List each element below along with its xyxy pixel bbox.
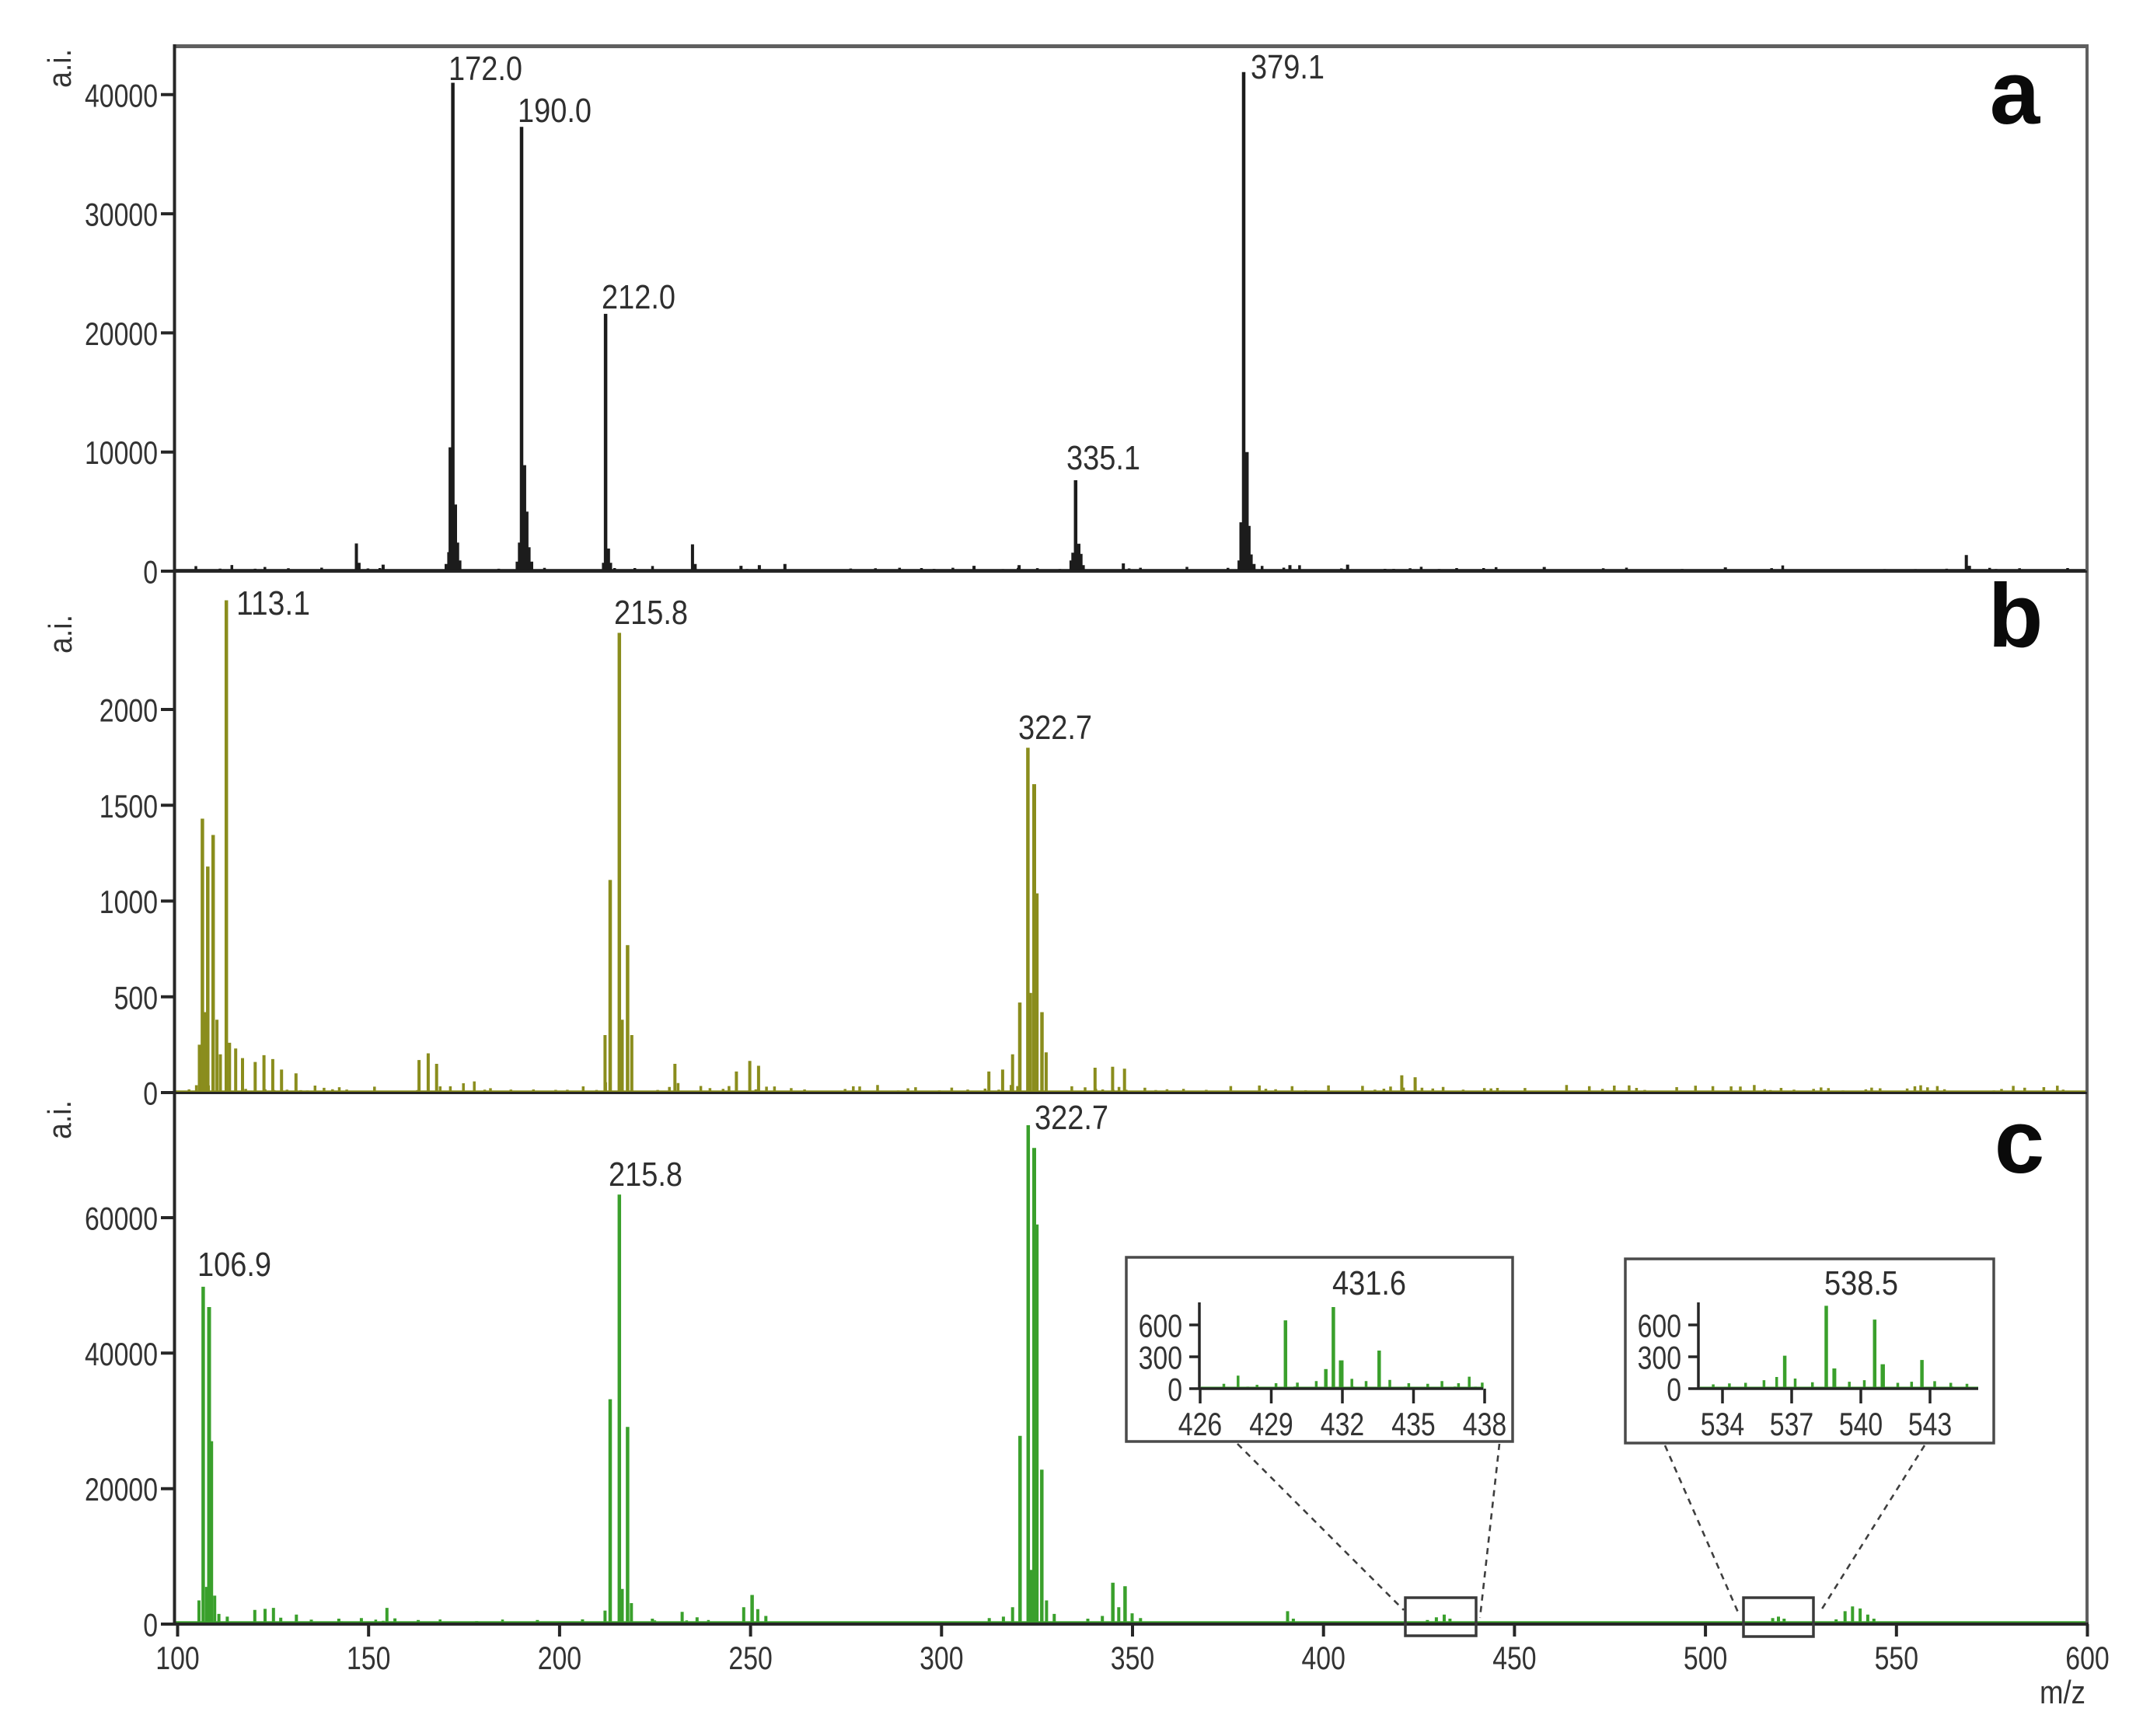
svg-text:1000: 1000 (99, 884, 158, 920)
svg-text:150: 150 (347, 1640, 390, 1676)
svg-text:a: a (1990, 42, 2041, 143)
svg-text:438: 438 (1463, 1406, 1506, 1442)
svg-text:250: 250 (728, 1640, 772, 1676)
svg-text:429: 429 (1249, 1406, 1293, 1442)
svg-text:30000: 30000 (85, 197, 158, 233)
svg-text:0: 0 (1167, 1372, 1182, 1408)
svg-text:322.7: 322.7 (1035, 1099, 1108, 1137)
svg-text:300: 300 (920, 1640, 963, 1676)
svg-text:20000: 20000 (85, 315, 158, 352)
svg-text:431.6: 431.6 (1332, 1264, 1406, 1302)
svg-text:60000: 60000 (85, 1201, 158, 1237)
svg-text:300: 300 (1139, 1340, 1182, 1376)
svg-text:500: 500 (114, 979, 158, 1016)
svg-text:1500: 1500 (99, 788, 158, 824)
svg-text:600: 600 (1139, 1308, 1182, 1344)
svg-text:40000: 40000 (85, 1336, 158, 1372)
svg-text:300: 300 (1638, 1340, 1681, 1376)
svg-text:20000: 20000 (85, 1471, 158, 1508)
svg-text:100: 100 (155, 1640, 199, 1676)
svg-text:200: 200 (538, 1640, 581, 1676)
svg-text:550: 550 (1875, 1640, 1918, 1676)
svg-text:0: 0 (143, 554, 158, 591)
svg-text:113.1: 113.1 (236, 584, 310, 622)
svg-text:215.8: 215.8 (614, 594, 688, 632)
svg-text:c: c (1995, 1091, 2045, 1192)
svg-text:0: 0 (143, 1075, 158, 1112)
svg-text:400: 400 (1302, 1640, 1345, 1676)
svg-text:212.0: 212.0 (602, 278, 675, 316)
svg-text:2000: 2000 (99, 692, 158, 729)
svg-text:432: 432 (1321, 1406, 1364, 1442)
svg-text:106.9: 106.9 (197, 1246, 271, 1284)
svg-text:540: 540 (1839, 1406, 1883, 1442)
svg-text:537: 537 (1770, 1406, 1813, 1442)
svg-text:350: 350 (1111, 1640, 1154, 1676)
svg-text:322.7: 322.7 (1018, 709, 1092, 747)
svg-text:600: 600 (2065, 1640, 2109, 1676)
svg-text:m/z: m/z (2040, 1674, 2085, 1710)
svg-text:10000: 10000 (85, 434, 158, 471)
svg-text:40000: 40000 (85, 77, 158, 113)
svg-text:435: 435 (1391, 1406, 1435, 1442)
svg-text:534: 534 (1701, 1406, 1744, 1442)
svg-text:538.5: 538.5 (1824, 1264, 1898, 1302)
svg-text:335.1: 335.1 (1066, 439, 1140, 477)
svg-text:543: 543 (1908, 1406, 1952, 1442)
svg-text:379.1: 379.1 (1251, 48, 1325, 86)
svg-text:600: 600 (1638, 1308, 1681, 1344)
svg-text:a.i.: a.i. (41, 1100, 78, 1139)
svg-text:190.0: 190.0 (518, 92, 592, 130)
svg-text:172.0: 172.0 (448, 50, 522, 88)
svg-text:b: b (1988, 565, 2044, 666)
svg-text:450: 450 (1492, 1640, 1536, 1676)
svg-text:a.i.: a.i. (41, 49, 78, 88)
svg-text:215.8: 215.8 (609, 1156, 682, 1194)
svg-text:a.i.: a.i. (42, 615, 79, 654)
svg-text:0: 0 (143, 1607, 158, 1644)
svg-text:500: 500 (1684, 1640, 1727, 1676)
svg-text:426: 426 (1178, 1406, 1222, 1442)
svg-text:0: 0 (1667, 1372, 1681, 1408)
